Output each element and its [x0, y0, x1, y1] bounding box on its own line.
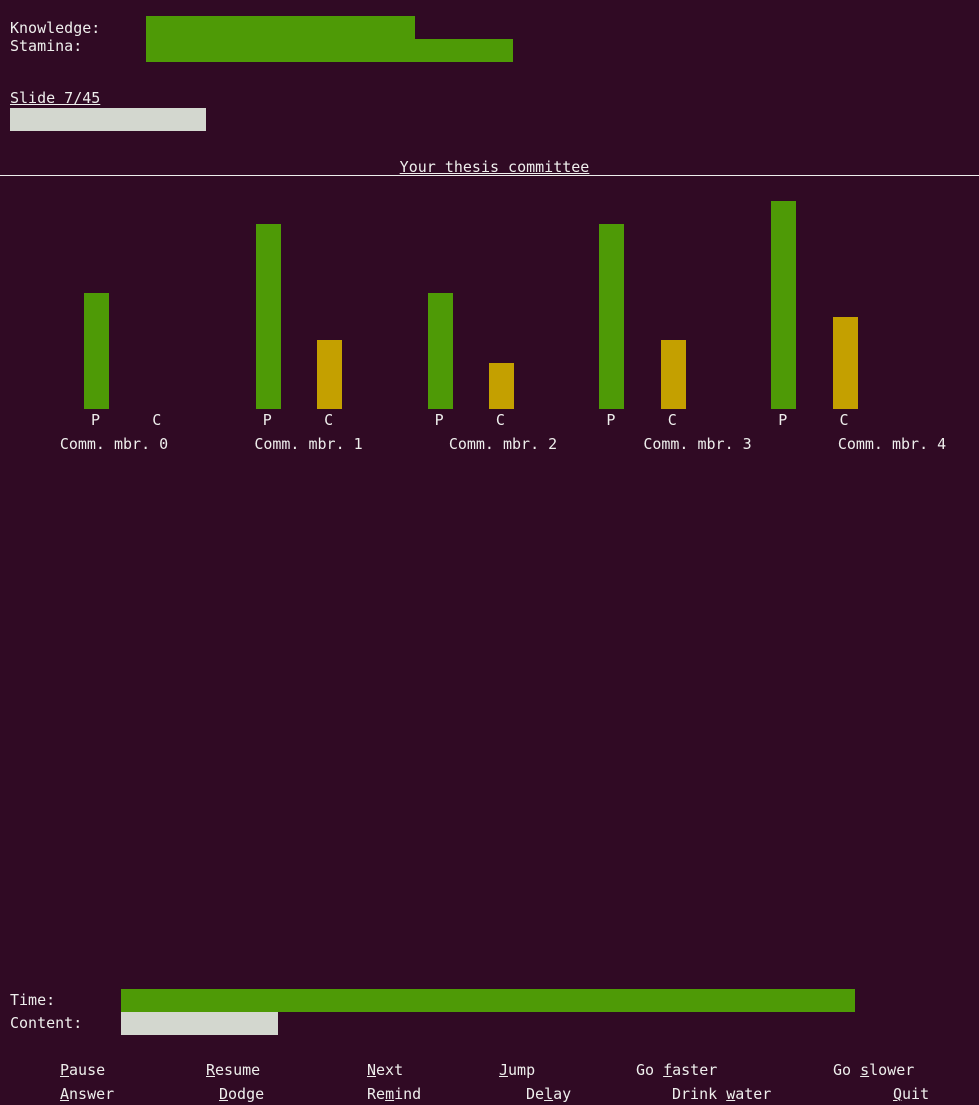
time-label: Time: [10, 991, 56, 1009]
series-label: C [495, 411, 505, 429]
menu-item[interactable]: Resume [206, 1061, 261, 1079]
menu-item[interactable]: Jump [499, 1061, 536, 1079]
title-rule [0, 175, 979, 176]
slide-label: Slide 7/45 [10, 89, 101, 107]
series-label: C [152, 411, 162, 429]
menu-key: A [60, 1085, 70, 1103]
menu-key: J [499, 1061, 509, 1079]
category-label: Comm. mbr. 1 [254, 435, 363, 453]
menu-item[interactable]: Next [367, 1061, 404, 1079]
category-label: Comm. mbr. 0 [59, 435, 169, 453]
menu-key: P [60, 1061, 70, 1079]
menu-item[interactable]: Pause [60, 1061, 106, 1079]
menu-key: s [860, 1061, 870, 1079]
menu-item[interactable]: Quit [893, 1085, 930, 1103]
stamina-bar [146, 39, 514, 62]
bar [317, 339, 343, 409]
bar [255, 224, 281, 409]
bar [488, 362, 514, 409]
category-label: Comm. mbr. 4 [837, 435, 947, 453]
menu-item[interactable]: Drink water [672, 1085, 772, 1103]
knowledge-bar [146, 16, 416, 39]
content-bar [121, 1012, 278, 1035]
bar [832, 316, 858, 409]
series-label: P [91, 411, 101, 429]
category-label: Comm. mbr. 2 [448, 435, 558, 453]
menu-key: D [219, 1085, 229, 1103]
series-label: P [606, 411, 616, 429]
menu-item[interactable]: Delay [526, 1085, 572, 1103]
menu-item[interactable]: Answer [60, 1085, 115, 1103]
menu-item[interactable]: Go slower [833, 1061, 915, 1079]
menu-key: Q [893, 1085, 903, 1103]
series-label: C [839, 411, 849, 429]
bar [660, 339, 686, 409]
bar [599, 224, 625, 409]
bar [427, 293, 453, 409]
menu-key: m [385, 1085, 395, 1103]
content-label: Content: [10, 1014, 83, 1032]
menu-key: R [206, 1061, 216, 1079]
series-label: P [434, 411, 444, 429]
slide-bar [10, 108, 206, 131]
chart-title: Your thesis committee [399, 158, 590, 176]
series-label: C [667, 411, 677, 429]
series-label: P [778, 411, 788, 429]
knowledge-label: Knowledge: [10, 19, 101, 37]
menu-key: N [367, 1061, 377, 1079]
time-bar [121, 989, 856, 1012]
menu-item[interactable]: Go faster [636, 1061, 718, 1079]
menu-item[interactable]: Dodge [219, 1085, 265, 1103]
menu-key: l [544, 1085, 554, 1103]
series-label: C [324, 411, 334, 429]
series-label: P [262, 411, 272, 429]
stamina-label: Stamina: [10, 37, 83, 55]
category-label: Comm. mbr. 3 [643, 435, 752, 453]
bar [771, 201, 797, 409]
menu-key: f [663, 1061, 673, 1079]
menu-item[interactable]: Remind [367, 1085, 422, 1103]
menu-key: w [726, 1085, 736, 1103]
bar [84, 293, 109, 409]
